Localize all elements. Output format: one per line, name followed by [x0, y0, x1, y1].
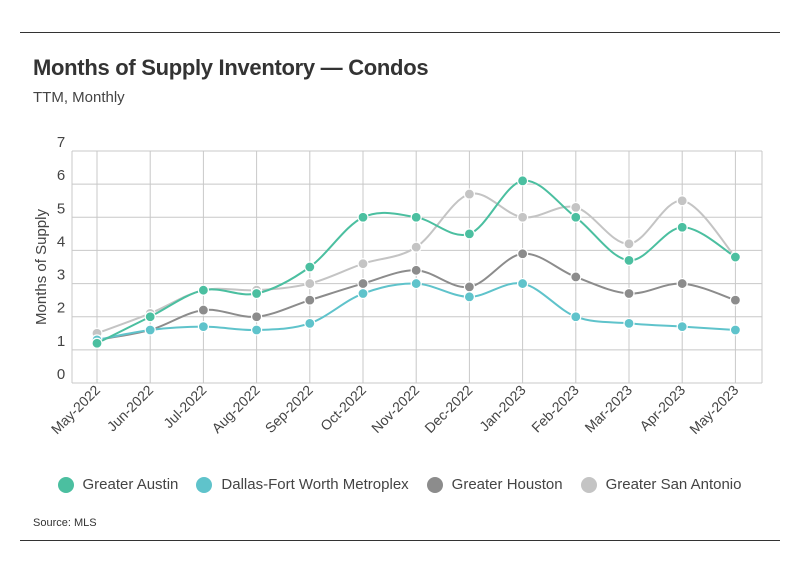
- legend-swatch: [196, 476, 213, 493]
- data-point-greater-san-antonio: [410, 241, 422, 253]
- data-point-greater-austin: [144, 311, 156, 323]
- top-rule: [20, 32, 780, 33]
- data-point-greater-austin: [410, 211, 422, 223]
- data-point-dallas-fort-worth-metroplex: [357, 287, 369, 300]
- data-point-dallas-fort-worth-metroplex: [623, 317, 635, 329]
- data-point-dallas-fort-worth-metroplex: [516, 277, 529, 290]
- legend-swatch: [580, 476, 597, 493]
- legend-item: Dallas-Fort Worth Metroplex: [196, 476, 409, 493]
- data-point-greater-austin: [357, 211, 369, 223]
- data-point-greater-houston: [410, 264, 422, 276]
- data-point-greater-austin: [251, 287, 263, 300]
- y-tick-label: 1: [57, 333, 65, 350]
- legend-swatch: [426, 476, 443, 493]
- data-point-dallas-fort-worth-metroplex: [729, 324, 742, 336]
- legend-label: Dallas-Fort Worth Metroplex: [221, 476, 409, 493]
- y-tick-label: 7: [57, 134, 65, 151]
- data-point-greater-san-antonio: [570, 201, 582, 213]
- x-tick-label: May-2023: [686, 382, 741, 437]
- y-tick-label: 6: [57, 167, 65, 184]
- data-point-dallas-fort-worth-metroplex: [676, 321, 688, 333]
- data-point-greater-austin: [623, 254, 635, 266]
- data-point-dallas-fort-worth-metroplex: [463, 291, 475, 303]
- data-point-greater-san-antonio: [676, 195, 688, 207]
- data-point-greater-san-antonio: [304, 277, 316, 290]
- data-point-greater-austin: [463, 228, 475, 240]
- data-point-dallas-fort-worth-metroplex: [410, 277, 422, 290]
- x-tick-label: Aug-2022: [208, 382, 262, 436]
- data-point-greater-austin: [91, 337, 103, 349]
- data-point-greater-houston: [197, 304, 209, 316]
- data-point-greater-austin: [676, 221, 688, 233]
- data-point-greater-houston: [570, 271, 582, 283]
- data-point-dallas-fort-worth-metroplex: [144, 324, 156, 336]
- data-point-greater-houston: [251, 311, 263, 323]
- x-tick-label: Sep-2022: [262, 382, 316, 436]
- data-point-dallas-fort-worth-metroplex: [251, 324, 263, 336]
- data-point-greater-austin: [197, 284, 209, 296]
- data-point-dallas-fort-worth-metroplex: [304, 317, 316, 329]
- data-point-greater-houston: [623, 287, 635, 300]
- x-tick-label: Jul-2022: [160, 382, 209, 431]
- legend-label: Greater Houston: [451, 476, 563, 493]
- data-point-greater-houston: [729, 294, 742, 306]
- data-point-greater-san-antonio: [463, 188, 475, 200]
- chart-title: Months of Supply Inventory — Condos: [33, 55, 429, 80]
- legend-swatch: [57, 476, 74, 493]
- legend-label: Greater Austin: [82, 476, 179, 493]
- data-point-greater-austin: [516, 175, 529, 187]
- data-point-greater-san-antonio: [516, 211, 529, 223]
- data-point-greater-houston: [676, 277, 688, 290]
- source-note: Source: MLS: [33, 517, 97, 529]
- x-tick-label: Apr-2023: [636, 382, 688, 434]
- legend-item: Greater Austin: [57, 476, 179, 493]
- legend-item: Greater Houston: [426, 476, 563, 493]
- y-tick-label: 4: [57, 233, 65, 250]
- x-tick-label: May-2022: [48, 382, 103, 437]
- data-point-greater-houston: [516, 248, 529, 260]
- bottom-rule: [20, 540, 780, 541]
- chart-subtitle: TTM, Monthly: [33, 89, 125, 106]
- y-axis-label: Months of Supply: [33, 209, 50, 325]
- x-tick-label: Nov-2022: [368, 382, 422, 436]
- data-point-greater-houston: [304, 294, 316, 306]
- x-tick-label: Feb-2023: [528, 382, 582, 436]
- x-tick-label: Dec-2022: [421, 382, 475, 436]
- x-tick-label: Jun-2022: [104, 382, 157, 435]
- x-tick-label: Mar-2023: [581, 382, 635, 436]
- x-tick-label: Jan-2023: [476, 382, 529, 435]
- chart-legend: Greater Austin Dallas-Fort Worth Metrople…: [0, 476, 799, 493]
- y-tick-label: 5: [57, 200, 65, 217]
- data-point-dallas-fort-worth-metroplex: [570, 311, 582, 323]
- y-tick-label: 2: [57, 300, 65, 317]
- legend-label: Greater San Antonio: [605, 476, 742, 493]
- data-point-greater-houston: [463, 281, 475, 293]
- legend-item: Greater San Antonio: [580, 476, 742, 493]
- x-tick-label: Oct-2022: [317, 382, 369, 434]
- y-tick-label: 0: [57, 366, 65, 383]
- data-point-greater-san-antonio: [357, 258, 369, 270]
- data-point-greater-austin: [729, 251, 742, 263]
- data-point-greater-houston: [357, 277, 369, 290]
- y-tick-label: 3: [57, 267, 65, 284]
- data-point-dallas-fort-worth-metroplex: [197, 321, 209, 333]
- data-point-greater-san-antonio: [623, 238, 635, 250]
- data-point-greater-austin: [304, 261, 316, 273]
- data-point-greater-austin: [570, 211, 582, 223]
